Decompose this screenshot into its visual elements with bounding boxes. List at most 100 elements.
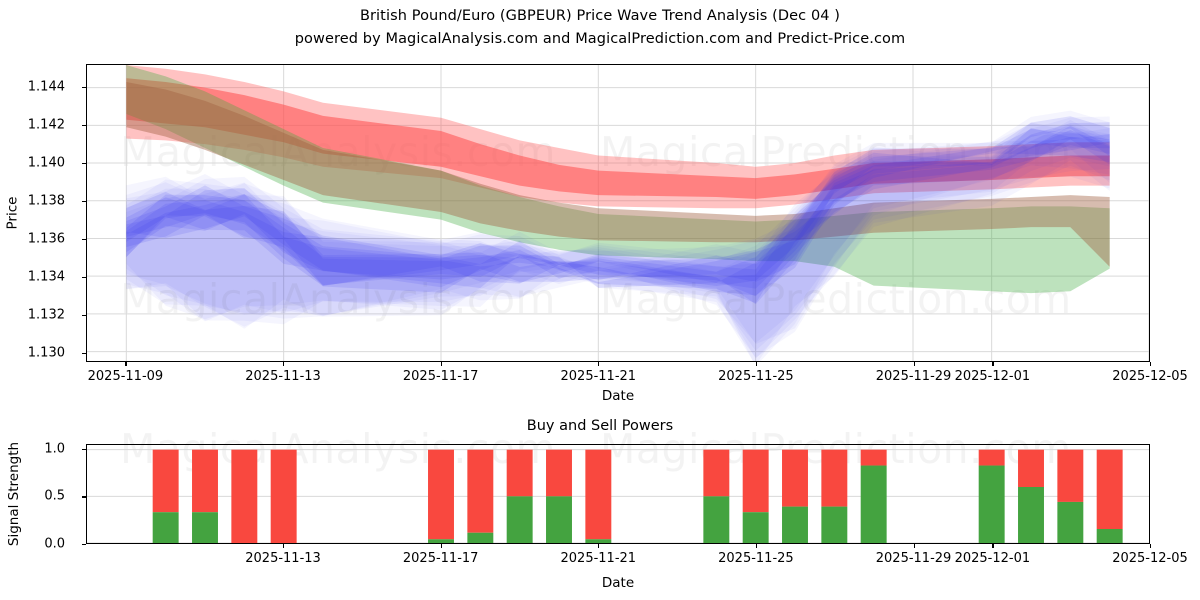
power-x-tickmark [1150,544,1152,548]
power-x-tick-label: 2025-11-17 [402,551,479,566]
sell-power-bar[interactable] [782,449,808,507]
price-band-wave-blue-envelope [126,122,1110,358]
price-band-wave-blue-envelope [126,123,1110,361]
sell-power-bar[interactable] [1096,449,1123,529]
price-band-wave-blue-envelope [126,120,1110,345]
sell-power-bar[interactable] [1018,449,1044,488]
power-x-tick-label: 2025-11-25 [718,551,794,566]
sell-power-bar[interactable] [506,449,533,497]
buy-power-bar[interactable] [467,532,494,543]
price-y-tickmark [82,314,86,316]
price-y-tickmark [82,86,86,88]
buy-power-bar[interactable] [782,506,808,543]
buy-power-bar[interactable] [860,465,887,543]
sell-power-bar[interactable] [860,449,887,466]
price-x-tick-label: 2025-11-17 [402,369,479,384]
price-y-tick-label: 1.144 [27,79,65,95]
buy-power-bar[interactable] [821,506,848,543]
price-x-tickmark [598,362,600,366]
price-band-brown-overlap-band [126,81,1110,267]
power-x-tickmark [755,544,758,548]
power-y-tick-label: 0.0 [44,536,65,552]
price-x-tickmark [125,362,127,366]
price-y-tick-label: 1.142 [27,117,65,133]
price-chart-plot-area [86,64,1150,362]
buy-power-bar[interactable] [1018,487,1044,543]
power-y-tickmark [82,544,86,546]
price-band-resistance-band-inner [126,78,1110,199]
sell-power-bar[interactable] [978,449,1005,466]
buy-power-bar[interactable] [192,512,218,543]
price-band-wave-blue-core [126,133,1110,297]
sell-power-bar[interactable] [152,449,179,513]
price-x-tickmark [283,362,285,366]
buy-power-bar[interactable] [703,496,730,543]
price-band-wave-blue-envelope [126,128,1110,359]
price-x-tick-label: 2025-12-01 [954,369,1031,384]
price-y-tickmark [82,200,86,202]
price-y-tick-label: 1.138 [27,193,65,209]
price-y-axis-title: Price [4,196,21,230]
price-x-tickmark [913,362,915,366]
price-y-tick-label: 1.136 [27,231,65,247]
price-x-tick-label: 2025-11-29 [875,369,952,384]
price-y-tick-label: 1.140 [27,155,65,171]
price-band-wave-blue-envelope [126,110,1110,351]
sell-power-bar[interactable] [742,449,769,513]
power-x-tick-label: 2025-12-01 [954,551,1031,566]
price-y-tick-label: 1.130 [27,345,65,360]
sell-power-bar[interactable] [585,449,612,540]
price-y-tickmark [82,238,86,240]
sell-power-bar[interactable] [231,449,258,543]
power-x-tick-label: 2025-12-05 [1112,551,1188,566]
buy-power-bar[interactable] [152,512,179,543]
price-y-tick-label: 1.132 [27,307,65,323]
power-x-tickmark [440,544,442,548]
price-y-tickmark [82,124,86,126]
price-band-wave-blue-core [126,128,1110,305]
buy-power-bar[interactable] [428,539,454,543]
price-band-wave-blue-envelope [126,124,1110,361]
power-y-tickmark [82,496,86,498]
buy-power-bar[interactable] [585,539,612,543]
page-subtitle: powered by MagicalAnalysis.com and Magic… [294,31,906,47]
price-x-tick-label: 2025-12-05 [1112,369,1188,384]
power-x-tickmark [992,544,994,548]
buy-power-bar[interactable] [546,496,572,543]
power-x-tick-label: 2025-11-13 [245,551,321,566]
buy-power-bar[interactable] [742,512,769,543]
price-x-tickmark [755,362,758,366]
price-y-tickmark [82,352,86,354]
buy-power-bar[interactable] [1057,501,1084,543]
power-y-tick-label: 0.5 [44,488,65,504]
sell-power-bar[interactable] [428,449,454,540]
price-x-tick-label: 2025-11-25 [718,369,794,384]
buy-power-bar[interactable] [978,465,1005,543]
price-y-tickmark [82,276,86,278]
power-x-tickmark [283,544,285,548]
power-y-tickmark [82,448,86,450]
sell-power-bar[interactable] [821,449,848,507]
power-x-tickmark [598,544,600,548]
sell-power-bar[interactable] [703,449,730,497]
power-chart-plot-area [86,444,1150,544]
power-x-tick-label: 2025-11-21 [560,551,637,566]
price-wave-bands [87,65,1149,361]
power-y-tick-label: 1.0 [44,441,65,457]
sell-power-bar[interactable] [1057,449,1084,502]
sell-power-bar[interactable] [270,449,297,543]
power-x-tick-label: 2025-11-29 [875,551,952,566]
buy-power-bar[interactable] [506,496,533,543]
price-x-tickmark [1150,362,1152,366]
sell-power-bar[interactable] [467,449,494,533]
price-x-tick-label: 2025-11-21 [560,369,637,384]
sell-power-bar[interactable] [546,449,572,497]
price-x-tickmark [440,362,442,366]
price-x-axis-title: Date [601,388,635,404]
buy-power-bar[interactable] [1096,528,1123,543]
price-x-tick-label: 2025-11-09 [87,369,164,384]
sell-power-bar[interactable] [192,449,218,513]
price-y-tickmark [82,162,86,164]
power-chart-title: Buy and Sell Powers [526,418,674,434]
